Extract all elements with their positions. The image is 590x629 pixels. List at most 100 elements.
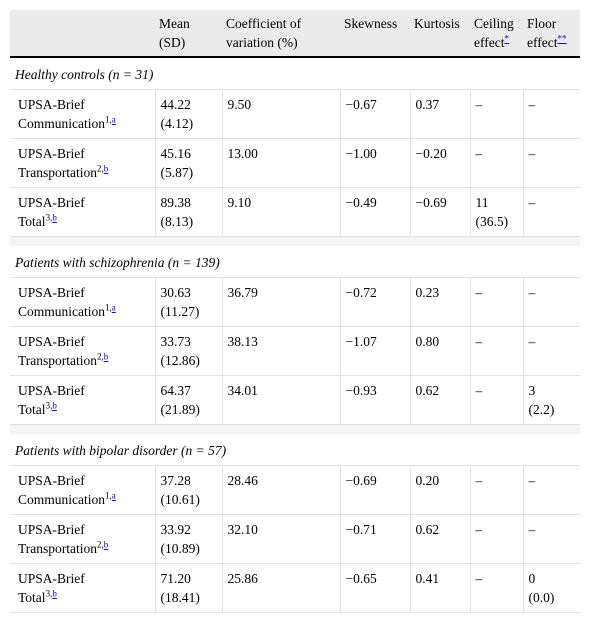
header-row: Mean (SD) Coefficient of variation (%) Ske… [10, 10, 580, 58]
cell-text: – [475, 383, 483, 398]
value-cell: 71.20 (18.41) [154, 563, 222, 613]
value-cell: 25.86 [221, 563, 340, 613]
value-cell: 34.01 [221, 375, 340, 425]
cell-text: – [528, 97, 536, 112]
footnote-link[interactable]: ** [557, 33, 567, 44]
footnote-link[interactable]: b [52, 588, 57, 599]
cell-text: 71.20 (18.41) [160, 571, 200, 605]
row-label: UPSA-Brief Total3,b [15, 193, 110, 231]
row-label-cell: UPSA-Brief Total3,b [10, 187, 155, 237]
label-text: UPSA-Brief Total [18, 383, 85, 417]
cell-text: 0.62 [415, 383, 440, 398]
row-label-cell: UPSA-Brief Transportation2,b [10, 138, 155, 188]
value-cell: 28.46 [221, 465, 340, 515]
footnote-number: 2, [97, 163, 104, 174]
row-label-cell: UPSA-Brief Communication1,a [10, 277, 155, 327]
header-cell: Skewness [340, 10, 410, 58]
value-cell: −0.20 [409, 138, 470, 188]
cell-text: 11 (36.5) [475, 195, 509, 229]
footnote-ref: 3,b [46, 401, 57, 411]
data-row: UPSA-Brief Transportation2,b 33.73 (12.86… [10, 326, 580, 376]
header-label: Floor effect [527, 16, 558, 50]
header-label: Skewness [344, 16, 398, 31]
value-cell: −0.49 [339, 187, 410, 237]
header-cell: Ceiling effect* [470, 10, 523, 58]
value-cell: −0.67 [339, 89, 410, 139]
footnote-ref: 3,b [46, 213, 57, 223]
value-cell: – [469, 375, 523, 425]
footnote-link[interactable]: b [103, 539, 109, 550]
value-cell: – [522, 138, 580, 188]
cell-text: – [475, 285, 483, 300]
cell-text: 38.13 [227, 334, 258, 349]
cell-text: 34.01 [227, 383, 258, 398]
footnote-ref: ** [557, 34, 566, 44]
footnote-ref: 1,a [105, 303, 116, 313]
label-text: UPSA-Brief Communication [18, 473, 105, 507]
header-text: Floor effect** [527, 14, 566, 52]
label-text: UPSA-Brief Total [18, 571, 85, 605]
data-row: UPSA-Brief Communication1,a 37.28 (10.61)… [10, 465, 580, 515]
cell-text: 28.46 [227, 473, 258, 488]
footnote-link[interactable]: a [111, 302, 116, 313]
footnote-link[interactable]: b [52, 400, 57, 411]
header-cell: Mean (SD) [155, 10, 222, 58]
cell-text: 33.73 (12.86) [160, 334, 200, 368]
cell-text: −0.69 [415, 195, 447, 210]
cell-text: −0.67 [345, 97, 377, 112]
value-cell: – [469, 326, 523, 376]
label-text: UPSA-Brief Communication [18, 285, 105, 319]
spacer-cell [10, 424, 580, 434]
footnote-number: 2, [97, 351, 104, 362]
value-cell: 0.37 [409, 89, 470, 139]
cell-text: −0.20 [415, 146, 447, 161]
cell-text: −1.07 [345, 334, 377, 349]
footnote-link[interactable]: b [103, 351, 109, 362]
header-text: Skewness [344, 14, 397, 33]
footnote-ref: * [504, 34, 509, 44]
footnote-link[interactable]: a [111, 490, 116, 501]
spacer-row [10, 236, 580, 246]
header-label: Coefficient of variation (%) [226, 16, 302, 50]
data-row: UPSA-Brief Transportation2,b 33.92 (10.89… [10, 514, 580, 564]
value-cell: 0.23 [409, 277, 470, 327]
group-row: Patients with schizophrenia (n = 139) [10, 246, 580, 278]
footnote-link[interactable]: b [103, 163, 109, 174]
value-cell: −0.69 [409, 187, 470, 237]
value-cell: 44.22 (4.12) [154, 89, 222, 139]
value-cell: – [469, 89, 523, 139]
cell-text: – [528, 146, 536, 161]
cell-text: – [475, 522, 483, 537]
cell-text: 89.38 (8.13) [160, 195, 194, 229]
group-title: Patients with bipolar disorder (n = 57) [10, 434, 580, 466]
data-row: UPSA-Brief Total3,b 64.37 (21.89) 34.01 −0.… [10, 375, 580, 425]
group-title: Healthy controls (n = 31) [10, 57, 580, 90]
value-cell: −0.69 [339, 465, 410, 515]
row-label-cell: UPSA-Brief Total3,b [10, 563, 155, 613]
cell-text: 0.41 [415, 571, 440, 586]
label-text: UPSA-Brief Transportation [18, 334, 98, 368]
value-cell: 13.00 [221, 138, 340, 188]
cell-text: 3 (2.2) [528, 383, 555, 417]
cell-text: −0.65 [345, 571, 377, 586]
cell-text: – [528, 473, 536, 488]
footnote-link[interactable]: * [504, 33, 509, 44]
cell-text: – [528, 522, 536, 537]
data-row: UPSA-Brief Communication1,a 30.63 (11.27)… [10, 277, 580, 327]
cell-text: – [528, 195, 536, 210]
footnote-link[interactable]: b [52, 212, 57, 223]
value-cell: −1.07 [339, 326, 410, 376]
footnote-link[interactable]: a [111, 114, 116, 125]
spacer-cell [10, 236, 580, 246]
value-cell: – [522, 326, 580, 376]
header-text: Ceiling effect* [474, 14, 514, 52]
label-text: UPSA-Brief Total [18, 195, 85, 229]
header-text: Coefficient of variation (%) [226, 14, 336, 52]
footnote-ref: 2,b [97, 540, 108, 550]
value-cell: 32.10 [221, 514, 340, 564]
footnote-ref: 3,b [46, 589, 57, 599]
value-cell: 64.37 (21.89) [154, 375, 222, 425]
value-cell: 33.92 (10.89) [154, 514, 222, 564]
footnote-number: 1, [105, 490, 112, 501]
value-cell: – [522, 89, 580, 139]
